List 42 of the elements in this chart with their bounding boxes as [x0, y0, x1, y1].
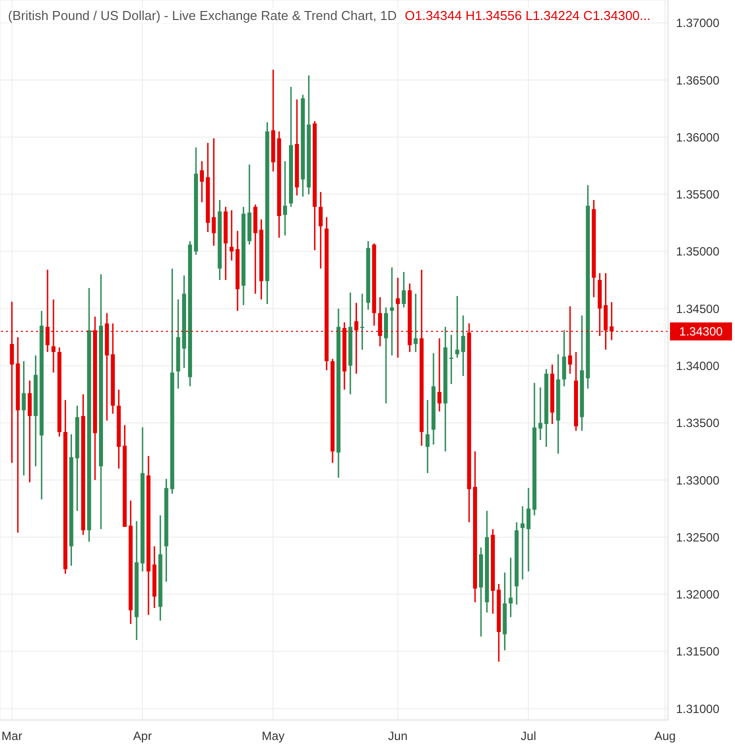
x-tick-label: Apr: [133, 729, 152, 743]
candlestick: [520, 506, 525, 580]
candlestick: [508, 557, 513, 618]
candlestick: [562, 330, 566, 387]
ref-line-label: 1.34300: [679, 324, 724, 338]
y-tick-label: 1.36500: [676, 73, 720, 88]
y-tick-label: 1.32000: [676, 588, 720, 602]
x-tick-label: May: [262, 729, 284, 743]
y-tick-label: 1.36000: [676, 130, 720, 144]
y-tick-label: 1.37000: [676, 16, 720, 30]
y-tick-label: 1.33000: [676, 473, 720, 488]
candlestick: [390, 266, 394, 356]
candlestick: [449, 334, 454, 385]
candlestick: [538, 386, 542, 441]
text: O1.34344 H1.34556 L1.34224 C1.34300...: [404, 8, 650, 23]
candlestick: [414, 293, 418, 353]
y-tick-label: 1.34000: [676, 358, 720, 373]
candlestick: [22, 360, 26, 476]
candlestick: [426, 399, 430, 474]
text: (British Pound / US Dollar) - Live Exchange Rate & Trend Chart, 1D: [8, 8, 397, 23]
x-tick-label: Jun: [388, 729, 408, 743]
x-tick-label: Aug: [654, 729, 676, 743]
y-tick-label: 1.35000: [676, 244, 720, 259]
y-tick-label: 1.31500: [676, 644, 720, 659]
x-tick-label: Mar: [2, 729, 22, 743]
candlestick: [461, 314, 466, 377]
candlestick: [526, 487, 530, 572]
candlestick: [437, 338, 442, 412]
candlestick: [283, 160, 288, 236]
y-tick-label: 1.33500: [676, 416, 720, 430]
candlestick: [212, 138, 216, 246]
candlestick: [230, 210, 234, 262]
x-tick-label: Jul: [520, 729, 536, 743]
candlestick: [402, 271, 406, 308]
candlestick: [28, 380, 32, 483]
y-tick-label: 1.32500: [676, 530, 720, 544]
candlestick: [318, 191, 323, 270]
y-tick-label: 1.35500: [676, 188, 720, 202]
candlestick: [455, 295, 460, 358]
y-tick-label: 1.31000: [676, 702, 720, 716]
candlestick: [200, 160, 204, 203]
y-tick-label: 1.34500: [676, 302, 720, 316]
